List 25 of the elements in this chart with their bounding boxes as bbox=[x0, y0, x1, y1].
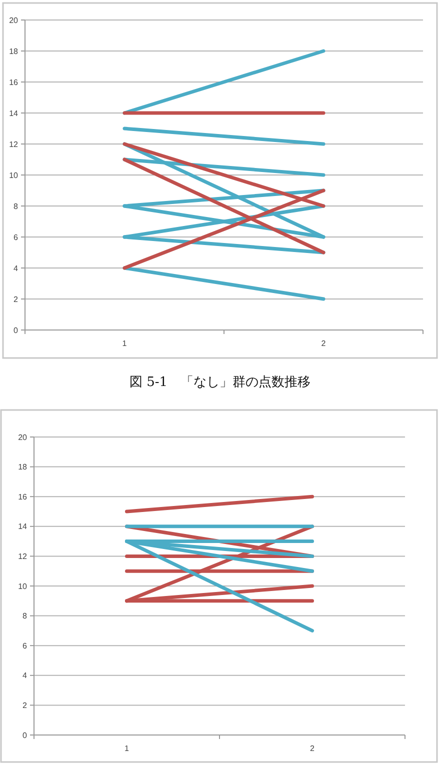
y-tick-label: 0 bbox=[14, 326, 19, 335]
y-tick-label: 20 bbox=[9, 16, 19, 25]
y-tick-label: 10 bbox=[9, 170, 19, 180]
y-tick-label: 4 bbox=[14, 264, 19, 273]
y-tick-label: 6 bbox=[22, 641, 28, 650]
y-tick-label: 12 bbox=[9, 140, 19, 149]
x-tick-label: 1 bbox=[122, 339, 128, 348]
y-tick-label: 14 bbox=[18, 522, 28, 532]
y-tick-label: 18 bbox=[18, 462, 28, 472]
y-tick-label: 14 bbox=[9, 108, 19, 118]
x-tick-label: 1 bbox=[124, 744, 130, 753]
y-tick-label: 16 bbox=[18, 492, 28, 502]
y-tick-label: 8 bbox=[14, 202, 19, 211]
text: 図 5-1 「なし」群の点数推移 bbox=[129, 375, 311, 390]
y-tick-label: 10 bbox=[18, 582, 28, 591]
y-tick-label: 4 bbox=[22, 671, 28, 680]
y-tick-label: 8 bbox=[22, 612, 28, 621]
y-tick-label: 16 bbox=[9, 78, 19, 87]
y-tick-label: 2 bbox=[14, 294, 19, 304]
y-tick-label: 2 bbox=[22, 701, 28, 710]
y-tick-label: 6 bbox=[14, 232, 19, 242]
y-tick-label: 18 bbox=[9, 46, 19, 56]
y-tick-label: 12 bbox=[18, 552, 28, 561]
y-tick-label: 0 bbox=[22, 730, 28, 740]
y-tick-label: 20 bbox=[18, 432, 28, 442]
